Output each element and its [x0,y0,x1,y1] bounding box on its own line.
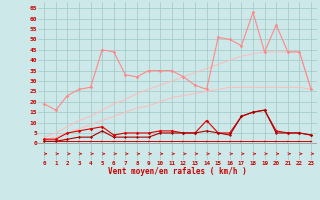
X-axis label: Vent moyen/en rafales ( km/h ): Vent moyen/en rafales ( km/h ) [108,168,247,177]
